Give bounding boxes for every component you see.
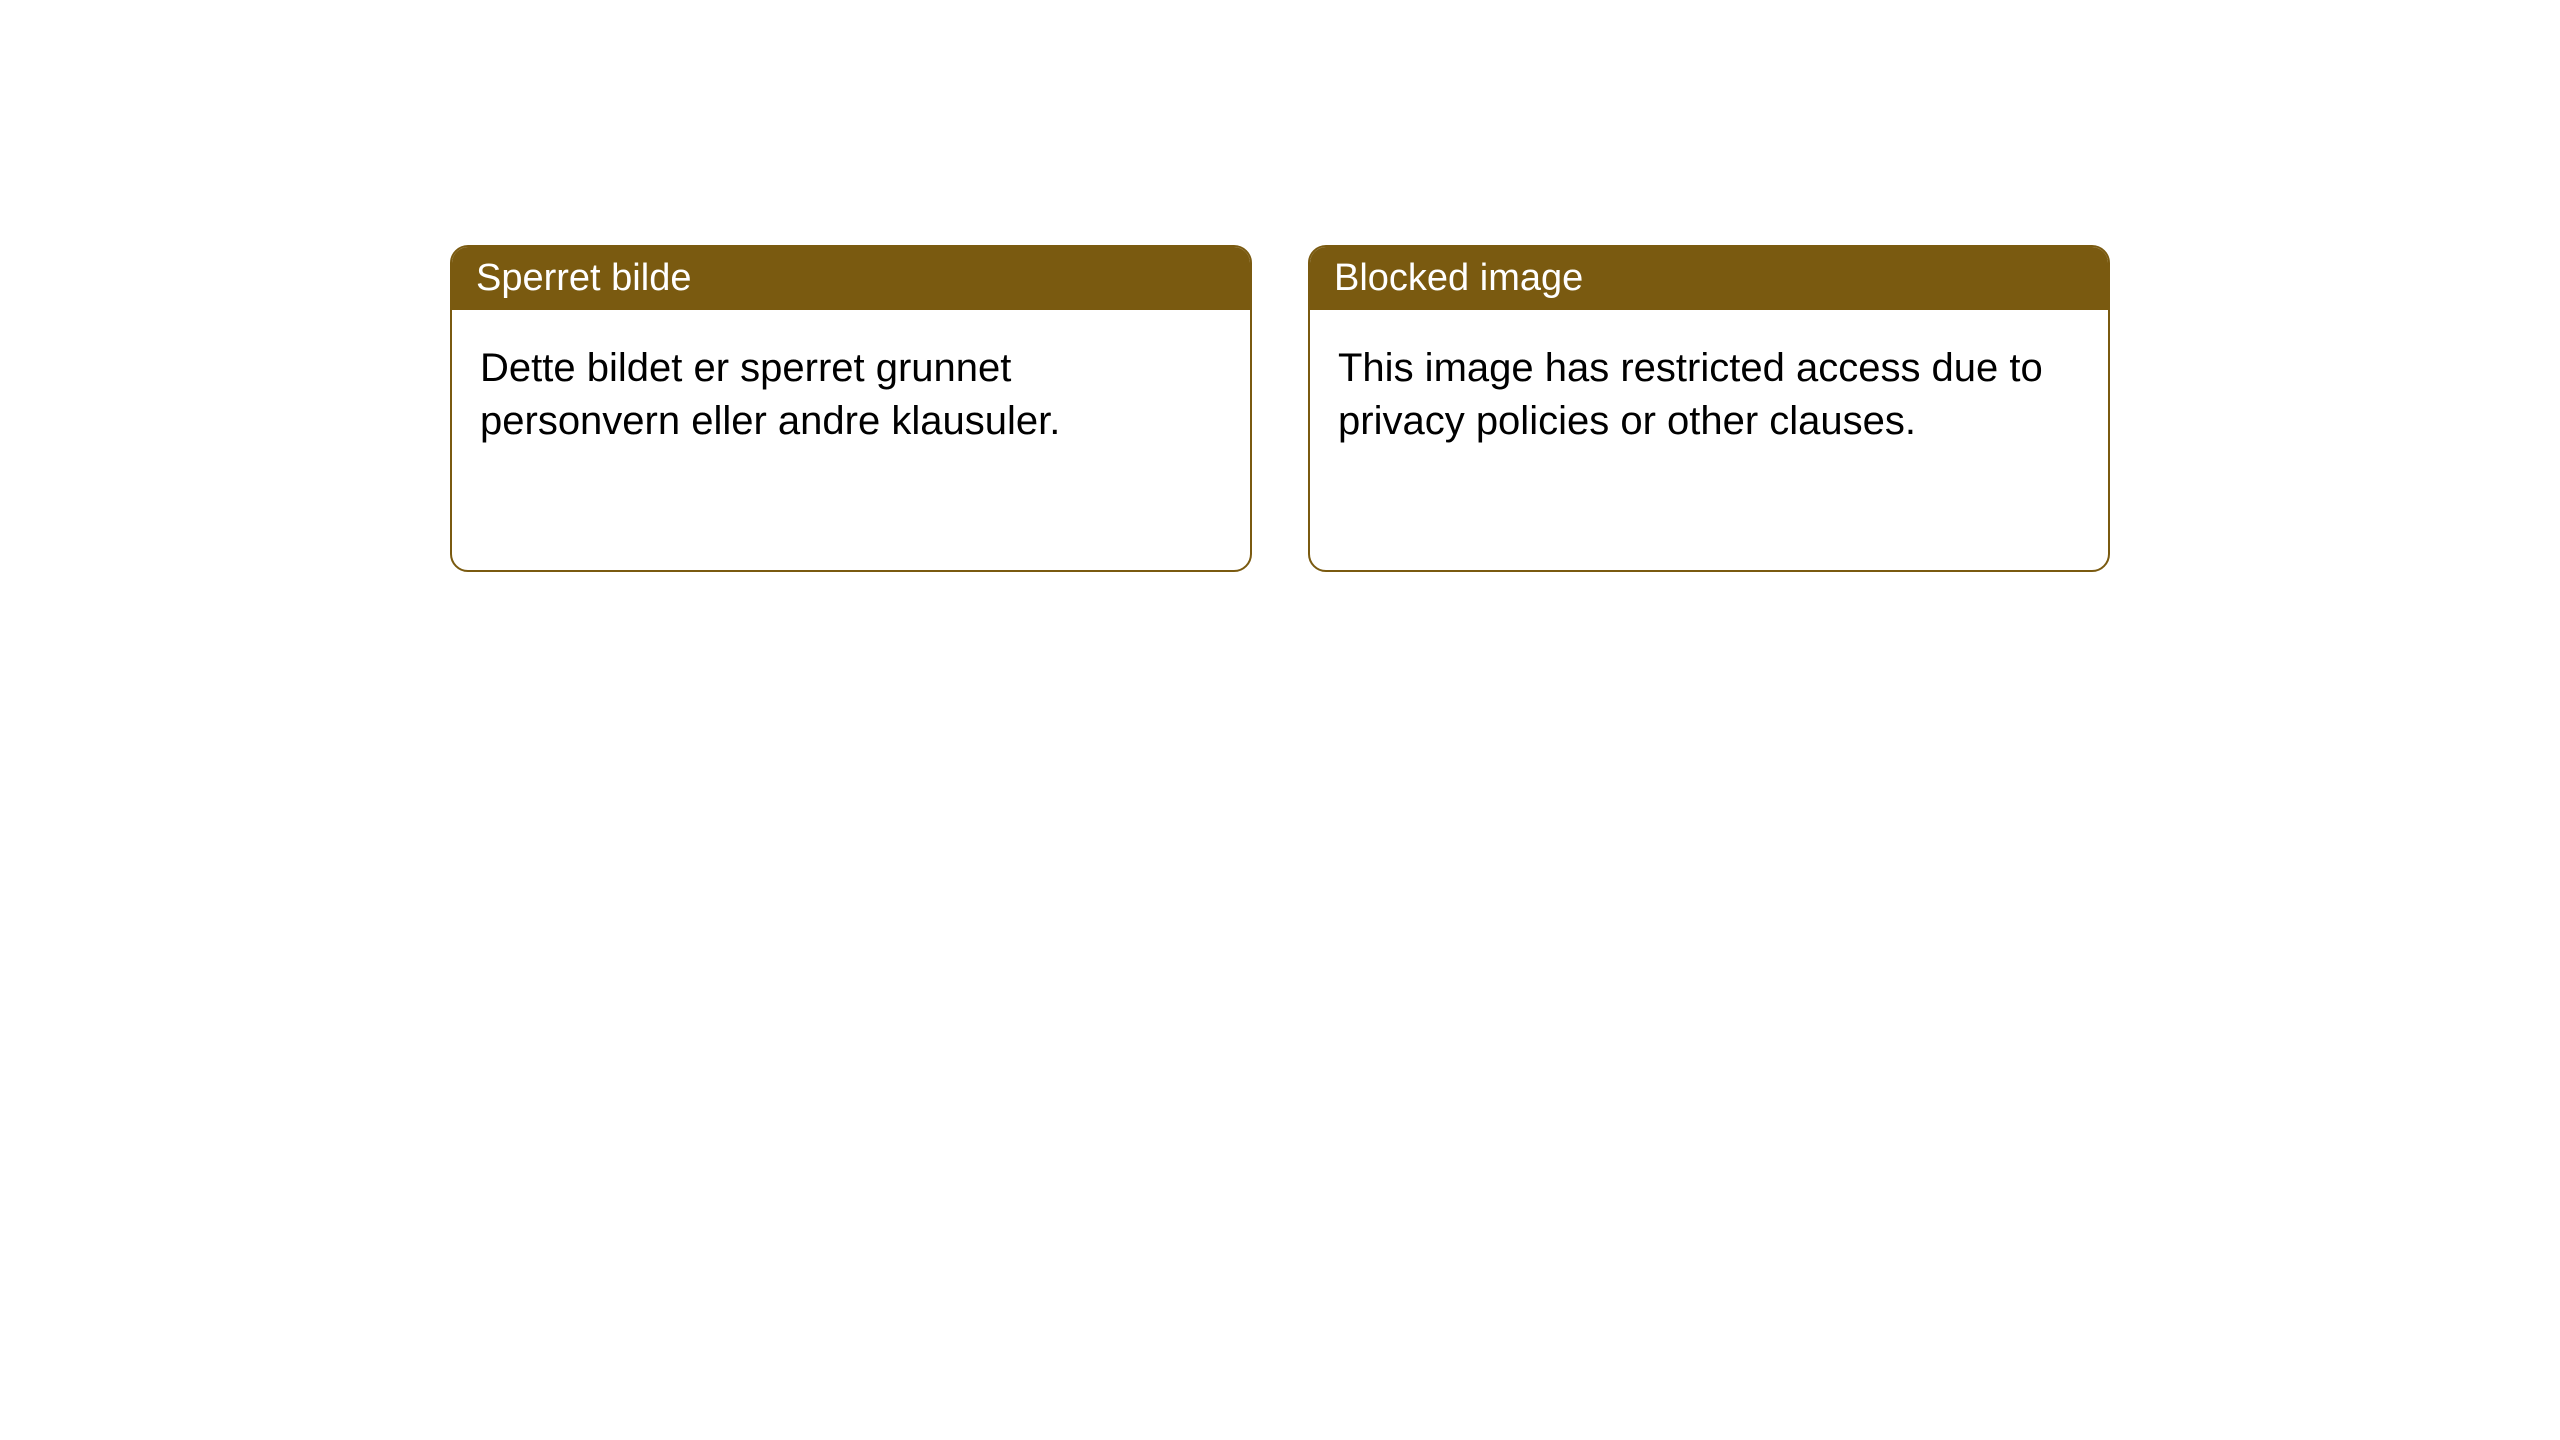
notice-title-norwegian: Sperret bilde [452,247,1250,310]
notice-body-english: This image has restricted access due to … [1310,310,2108,570]
notice-body-norwegian: Dette bildet er sperret grunnet personve… [452,310,1250,570]
notice-container: Sperret bilde Dette bildet er sperret gr… [0,0,2560,572]
notice-title-english: Blocked image [1310,247,2108,310]
notice-card-english: Blocked image This image has restricted … [1308,245,2110,572]
notice-card-norwegian: Sperret bilde Dette bildet er sperret gr… [450,245,1252,572]
